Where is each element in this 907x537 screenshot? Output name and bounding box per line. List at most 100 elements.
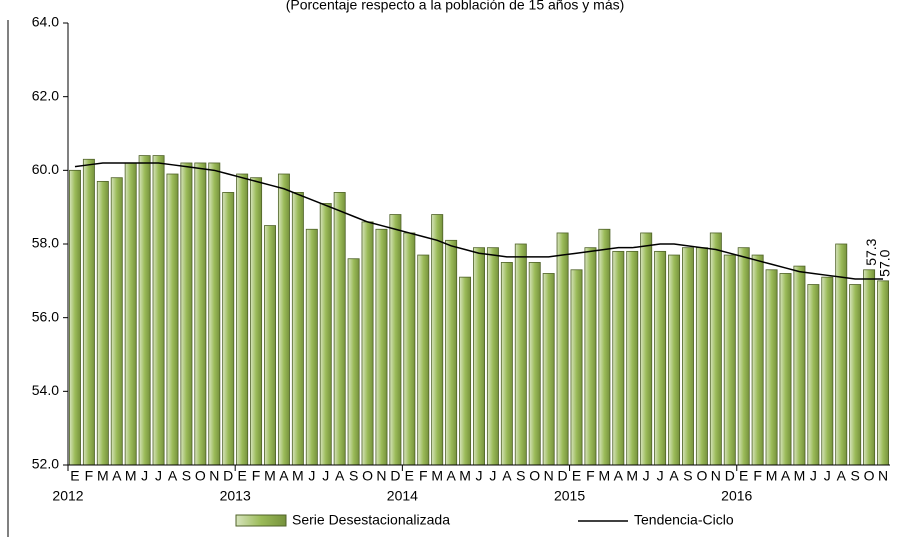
- bar: [807, 284, 820, 466]
- x-tick-label: A: [837, 468, 847, 484]
- bar: [96, 180, 109, 466]
- x-tick-label: J: [322, 468, 329, 484]
- y-tick-label: 60.0: [32, 161, 59, 177]
- bar: [682, 247, 694, 466]
- x-tick-label: M: [431, 468, 443, 484]
- x-tick-label: M: [125, 468, 137, 484]
- legend-label: Tendencia-Ciclo: [634, 512, 734, 528]
- x-tick-label: S: [683, 468, 692, 484]
- bar: [570, 269, 583, 466]
- x-tick-label: S: [516, 468, 525, 484]
- bar: [500, 262, 513, 466]
- bar: [264, 225, 276, 466]
- x-tick-label: M: [459, 468, 471, 484]
- x-tick-label: E: [739, 468, 748, 484]
- x-tick-label: S: [850, 468, 859, 484]
- x-tick-label: O: [529, 468, 540, 484]
- bar: [877, 280, 890, 466]
- x-tick-label: J: [657, 468, 664, 484]
- x-tick-label: S: [182, 468, 191, 484]
- x-tick-label: F: [419, 468, 428, 484]
- y-tick-label: 64.0: [32, 14, 59, 30]
- x-tick-label: M: [264, 468, 276, 484]
- bar: [695, 247, 708, 466]
- bar: [793, 265, 806, 466]
- bar: [737, 247, 750, 466]
- bar: [166, 173, 179, 466]
- x-tick-label: D: [725, 468, 735, 484]
- x-tick-label: N: [711, 468, 721, 484]
- bar: [765, 269, 778, 466]
- y-tick-label: 58.0: [32, 235, 59, 251]
- bar: [68, 169, 81, 466]
- bar: [849, 284, 862, 466]
- x-tick-label: J: [810, 468, 817, 484]
- x-tick-label: A: [112, 468, 122, 484]
- x-tick-label: F: [85, 468, 94, 484]
- x-tick-label: E: [405, 468, 414, 484]
- x-tick-label: N: [209, 468, 219, 484]
- x-group-label: 2014: [387, 488, 418, 504]
- bar: [654, 250, 667, 466]
- x-tick-label: M: [97, 468, 109, 484]
- bar: [473, 247, 485, 466]
- x-tick-label: A: [446, 468, 456, 484]
- bar: [431, 214, 444, 466]
- x-tick-label: A: [168, 468, 178, 484]
- x-tick-label: A: [335, 468, 345, 484]
- bar: [124, 162, 137, 466]
- x-group-label: 2013: [220, 488, 251, 504]
- bar: [138, 155, 151, 466]
- bar: [152, 155, 165, 466]
- x-tick-label: N: [376, 468, 386, 484]
- trend-line: [74, 162, 884, 280]
- x-tick-label: E: [572, 468, 581, 484]
- x-tick-label: O: [362, 468, 373, 484]
- bar: [598, 228, 611, 466]
- bar: [236, 173, 249, 466]
- bar: [821, 276, 834, 466]
- x-tick-label: F: [252, 468, 261, 484]
- bar: [250, 177, 263, 466]
- bar: [668, 254, 681, 466]
- x-tick-label: A: [781, 468, 791, 484]
- bar: [584, 247, 597, 466]
- bar: [528, 262, 541, 466]
- bar: [556, 232, 569, 466]
- x-group-label: 2016: [721, 488, 752, 504]
- x-tick-label: D: [223, 468, 233, 484]
- bar: [863, 269, 876, 466]
- bar: [640, 232, 653, 466]
- y-tick-label: 54.0: [32, 382, 59, 398]
- bar: [626, 250, 639, 466]
- bar: [277, 173, 290, 466]
- x-tick-label: O: [864, 468, 875, 484]
- x-tick-label: A: [279, 468, 289, 484]
- x-tick-label: F: [753, 468, 762, 484]
- bar: [222, 192, 235, 466]
- value-label: 57.3: [863, 238, 879, 265]
- x-tick-label: N: [878, 468, 888, 484]
- x-tick-label: O: [696, 468, 707, 484]
- x-tick-label: A: [502, 468, 512, 484]
- x-tick-label: M: [599, 468, 611, 484]
- bar: [194, 162, 207, 466]
- x-tick-label: F: [586, 468, 595, 484]
- x-tick-label: S: [349, 468, 358, 484]
- bar: [180, 162, 193, 466]
- bar: [751, 254, 764, 466]
- bar: [542, 273, 555, 466]
- x-tick-label: J: [824, 468, 831, 484]
- x-tick-label: J: [476, 468, 483, 484]
- bar: [82, 158, 95, 466]
- bar: [459, 276, 472, 466]
- bar: [612, 250, 625, 466]
- x-tick-label: M: [292, 468, 304, 484]
- x-tick-label: O: [195, 468, 206, 484]
- x-tick-label: D: [390, 468, 400, 484]
- bar: [333, 192, 346, 466]
- bar: [486, 247, 499, 466]
- chart-title: (Porcentaje respecto a la población de 1…: [286, 0, 625, 13]
- bar: [389, 214, 402, 466]
